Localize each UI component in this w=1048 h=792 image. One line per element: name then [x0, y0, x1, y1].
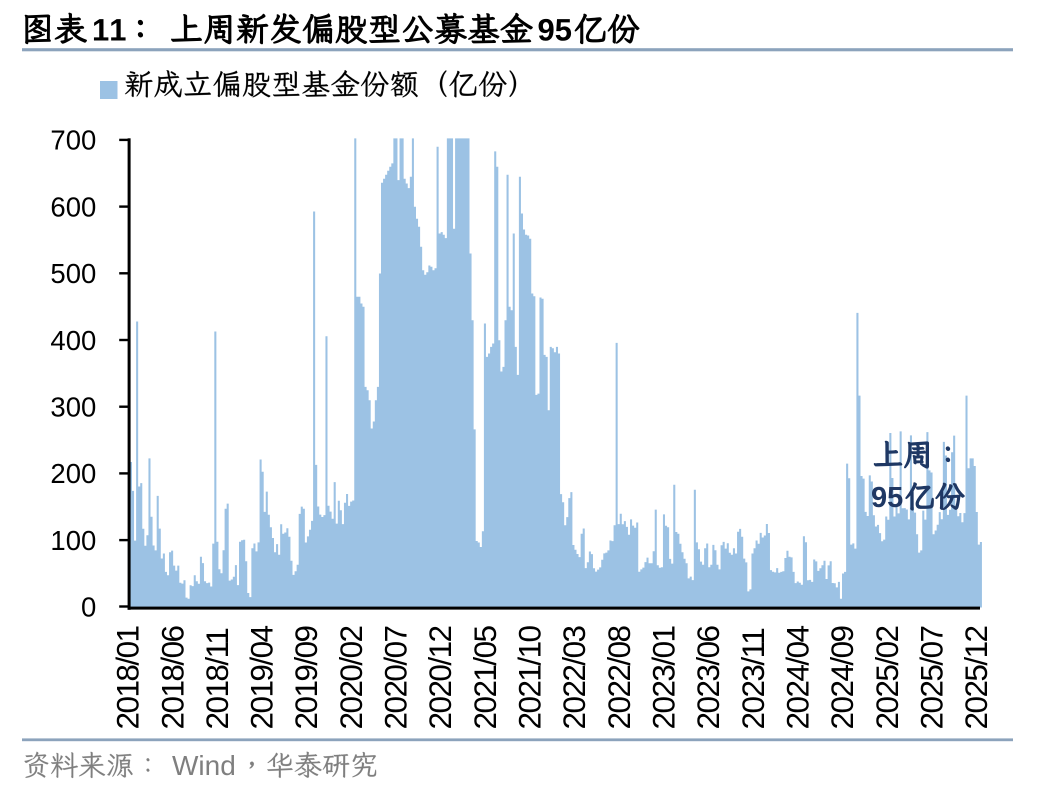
svg-text:2020/02: 2020/02: [333, 626, 369, 729]
svg-text:2024/04: 2024/04: [780, 625, 816, 729]
svg-text:2020/12: 2020/12: [422, 626, 458, 729]
svg-text:2018/11: 2018/11: [199, 629, 235, 730]
svg-text:200: 200: [50, 458, 96, 489]
svg-text:2019/09: 2019/09: [288, 625, 324, 729]
svg-text:2020/07: 2020/07: [378, 626, 414, 729]
svg-text:2024/09: 2024/09: [824, 625, 860, 729]
svg-text:2018/01: 2018/01: [110, 626, 146, 729]
svg-text:2025/12: 2025/12: [958, 626, 994, 729]
svg-text:2022/08: 2022/08: [601, 625, 637, 729]
svg-text:2021/10: 2021/10: [512, 625, 548, 729]
svg-text:2025/02: 2025/02: [869, 626, 905, 729]
svg-text:2018/06: 2018/06: [154, 625, 190, 729]
svg-text:600: 600: [50, 191, 96, 222]
svg-text:2025/07: 2025/07: [914, 626, 950, 729]
svg-text:2019/04: 2019/04: [244, 625, 280, 729]
svg-text:400: 400: [50, 325, 96, 356]
svg-text:2023/06: 2023/06: [690, 625, 726, 729]
svg-text:2021/05: 2021/05: [467, 625, 503, 729]
svg-text:100: 100: [50, 525, 96, 556]
svg-text:700: 700: [50, 125, 96, 156]
svg-text:0: 0: [81, 592, 96, 623]
svg-text:2023/11: 2023/11: [735, 629, 771, 730]
svg-text:2023/01: 2023/01: [646, 626, 682, 729]
svg-text:2022/03: 2022/03: [556, 625, 592, 729]
svg-text:300: 300: [50, 392, 96, 423]
svg-text:Wind: Wind: [172, 750, 236, 781]
svg-text:500: 500: [50, 258, 96, 289]
